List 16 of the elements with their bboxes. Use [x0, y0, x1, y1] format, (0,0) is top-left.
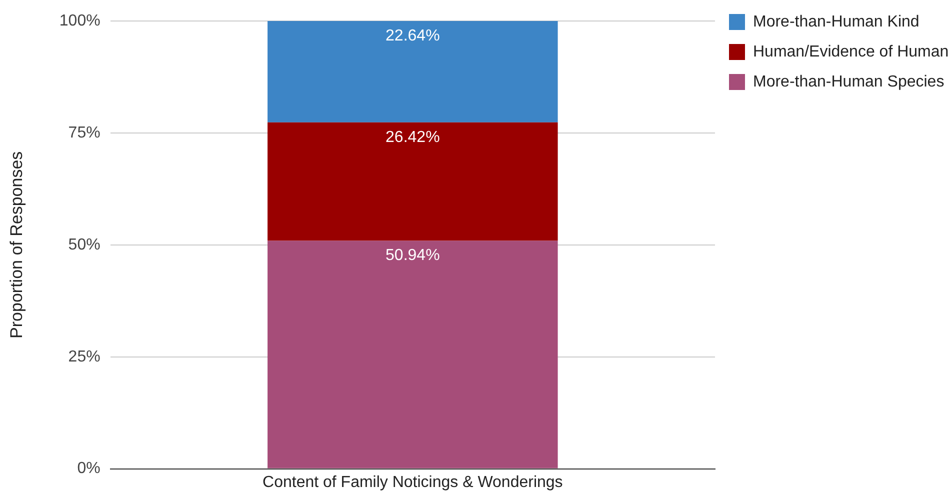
legend-label: Human/Evidence of Human — [753, 43, 949, 60]
data-label: 22.64% — [386, 27, 440, 44]
y-axis-title: Proportion of Responses — [6, 151, 26, 338]
data-label: 26.42% — [386, 128, 440, 146]
legend-label: More-than-Human Kind — [753, 13, 920, 30]
bar — [268, 122, 558, 241]
y-tick-label: 50% — [68, 236, 100, 254]
bar — [268, 240, 558, 468]
legend-label: More-than-Human Species — [753, 73, 944, 90]
y-tick-label: 0% — [77, 460, 100, 478]
y-tick-label: 75% — [68, 124, 100, 142]
data-label: 50.94% — [386, 247, 440, 264]
y-tick-label: 25% — [68, 348, 100, 366]
x-tick-label: Content of Family Noticings & Wonderings — [262, 474, 563, 491]
y-tick-label: 100% — [59, 12, 100, 30]
bar — [268, 21, 558, 122]
